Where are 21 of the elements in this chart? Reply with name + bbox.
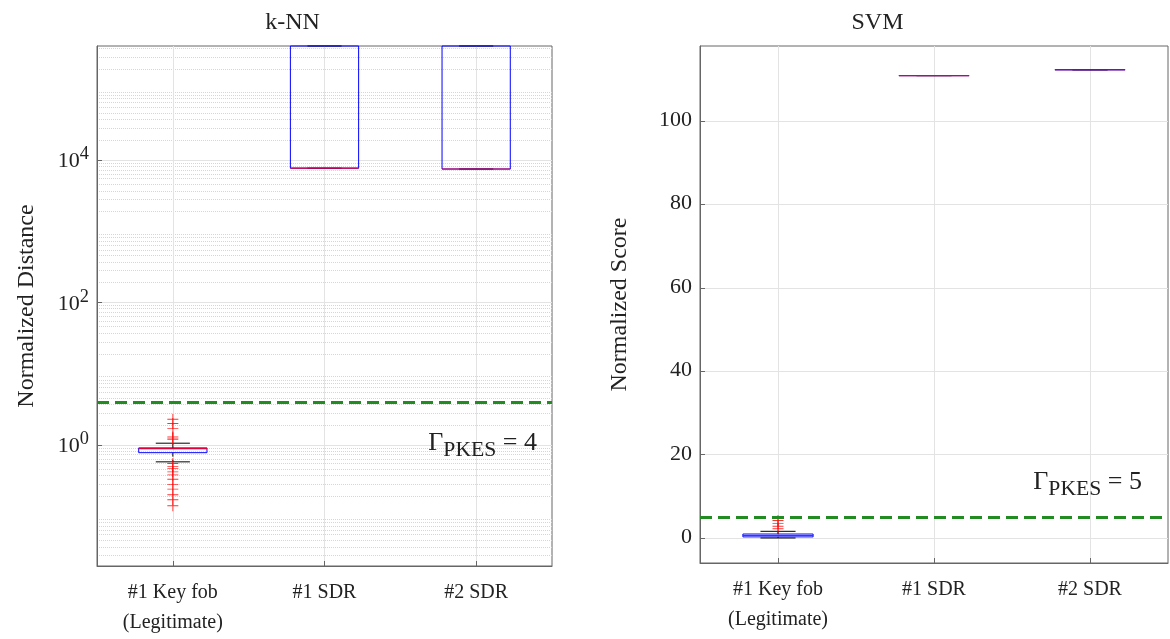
x-tick-label: #1 SDR xyxy=(902,577,967,599)
x-tick-label: #1 Key fob (Legitimate) xyxy=(122,580,223,633)
ref-line-label: Γ$_{PKES}$ = 4 xyxy=(428,426,537,463)
y-tick-label: 10$^{0}$ xyxy=(57,428,89,459)
y-axis-title: Normalized Score xyxy=(605,217,631,392)
y-tick-label: 40 xyxy=(670,356,692,384)
chart-title: SVM xyxy=(851,8,904,34)
x-tick-label: #1 Key fob (Legitimate) xyxy=(728,577,828,630)
y-tick-label: 80 xyxy=(670,189,692,217)
y-tick-label: 10$^{2}$ xyxy=(57,285,89,317)
y-axis-title: Normalized Distance xyxy=(12,204,38,408)
x-tick-label: #2 SDR xyxy=(444,580,509,602)
y-tick-label: 0 xyxy=(681,523,692,550)
ref-line-label: Γ$_{PKES}$ = 5 xyxy=(1033,465,1142,502)
y-tick-label: 60 xyxy=(670,273,692,300)
x-tick-label: #2 SDR xyxy=(1058,577,1123,599)
chart-title: k-NN xyxy=(265,8,320,34)
y-tick-label: 10$^{4}$ xyxy=(57,143,89,174)
x-tick-label: #1 SDR xyxy=(292,580,358,602)
y-tick-label: 100 xyxy=(659,106,692,133)
y-tick-label: 20 xyxy=(670,440,692,467)
